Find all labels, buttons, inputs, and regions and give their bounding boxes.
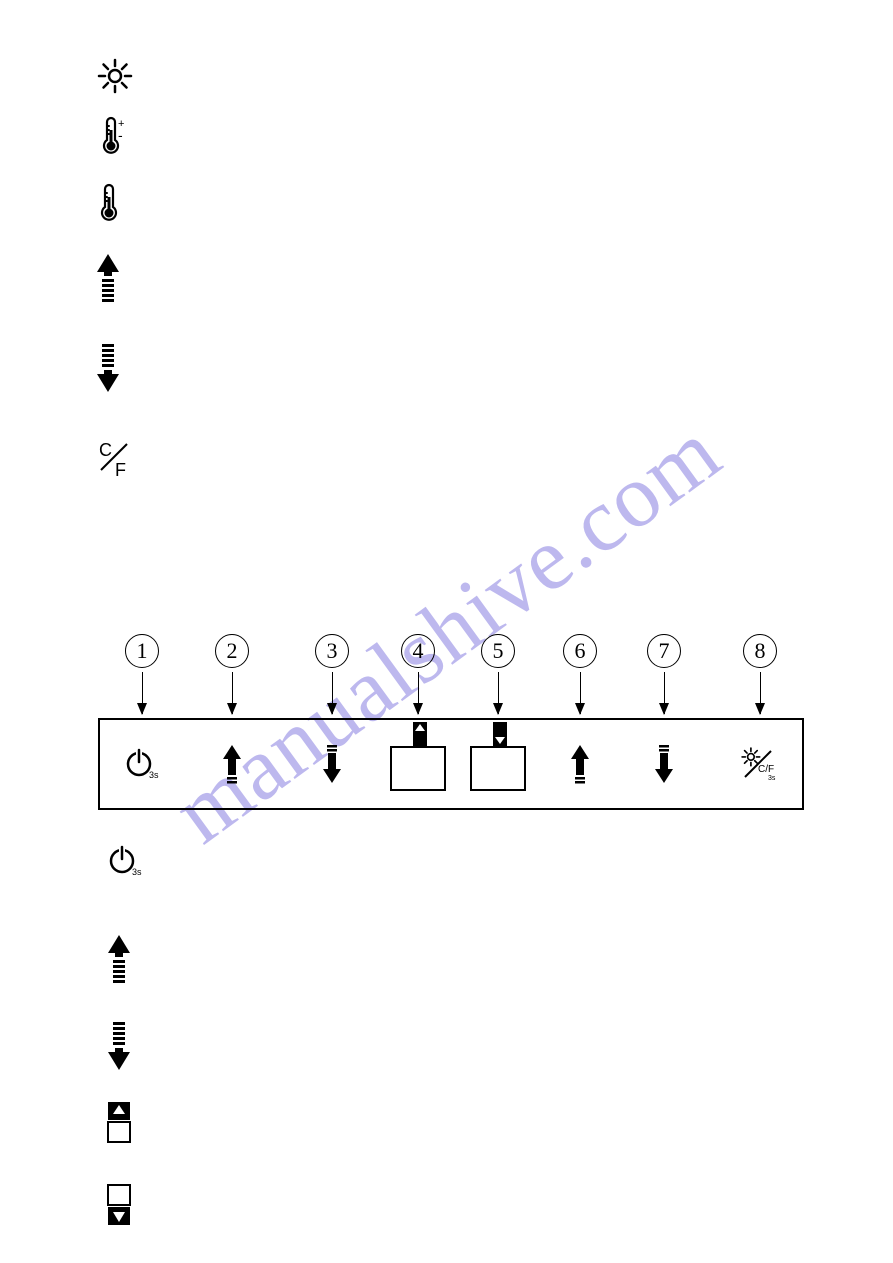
callout-5: 5 — [481, 634, 515, 668]
page: manualshive.com 12345678 — [0, 0, 893, 1263]
callout-arrow-icon — [580, 672, 581, 714]
power-button[interactable] — [125, 748, 159, 780]
power-3s-icon — [108, 845, 146, 879]
callout-7: 7 — [647, 634, 681, 668]
light-cf-button[interactable] — [741, 747, 779, 781]
temp-adjust-icon — [97, 118, 127, 158]
callout-4: 4 — [401, 634, 435, 668]
callout-arrow-icon — [664, 672, 665, 714]
callout-2: 2 — [215, 634, 249, 668]
callout-arrow-icon — [418, 672, 419, 714]
cf-toggle-icon — [97, 440, 131, 480]
callout-1: 1 — [125, 634, 159, 668]
zone-down-icon — [108, 1185, 130, 1225]
zone-down-icon — [493, 722, 507, 746]
callout-arrow-icon — [760, 672, 761, 714]
callout-arrow-icon — [232, 672, 233, 714]
down-left-button[interactable] — [323, 745, 341, 783]
temp-icon — [97, 185, 119, 223]
arrow-down-icon — [97, 344, 119, 392]
display-left — [390, 746, 446, 791]
arrow-up-icon-2 — [108, 935, 130, 983]
callout-arrow-icon — [332, 672, 333, 714]
up-right-button[interactable] — [571, 745, 589, 783]
arrow-up-icon — [97, 254, 119, 302]
callout-6: 6 — [563, 634, 597, 668]
callout-3: 3 — [315, 634, 349, 668]
display-right — [470, 746, 526, 791]
control-panel — [98, 718, 804, 810]
up-left-button[interactable] — [223, 745, 241, 783]
callout-arrow-icon — [498, 672, 499, 714]
light-icon — [97, 58, 133, 94]
down-right-button[interactable] — [655, 745, 673, 783]
callout-arrow-icon — [142, 672, 143, 714]
callout-8: 8 — [743, 634, 777, 668]
zone-up-icon — [413, 722, 427, 746]
arrow-down-icon-2 — [108, 1022, 130, 1070]
zone-up-icon — [108, 1102, 130, 1142]
